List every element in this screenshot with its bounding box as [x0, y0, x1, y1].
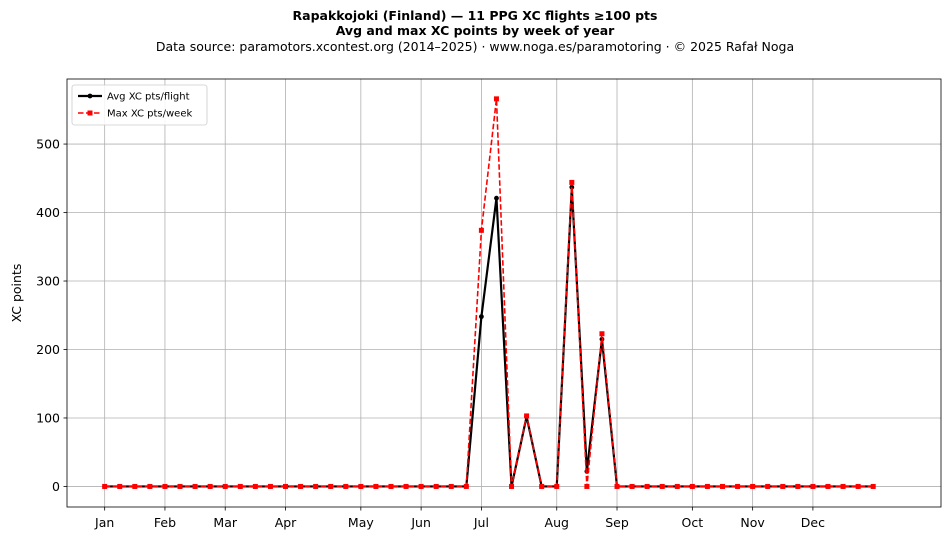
y-tick-label: 100	[36, 410, 60, 425]
data-point	[252, 483, 258, 489]
plot-frame	[66, 78, 942, 508]
data-point	[569, 179, 575, 185]
series-line	[104, 186, 874, 488]
data-point	[478, 227, 484, 233]
data-point	[494, 195, 499, 201]
data-point	[870, 483, 876, 489]
data-point	[237, 483, 243, 489]
data-point	[328, 483, 334, 489]
data-point	[102, 483, 108, 489]
chart-title-line-2: Avg and max XC points by week of year	[335, 23, 615, 38]
data-point	[614, 483, 620, 489]
data-point	[267, 483, 273, 489]
data-point	[448, 483, 454, 489]
data-point	[147, 483, 153, 489]
data-point	[795, 483, 801, 489]
data-point	[207, 483, 213, 489]
y-axis-label: XC points	[9, 264, 24, 323]
data-point	[463, 483, 469, 489]
x-tick-label: Apr	[275, 515, 297, 530]
data-point	[780, 483, 786, 489]
legend: Avg XC pts/flight Max XC pts/week	[71, 84, 208, 126]
x-tick-label: Oct	[682, 515, 704, 530]
y-tick-label: 400	[36, 205, 60, 220]
data-point	[765, 483, 771, 489]
data-point	[704, 483, 710, 489]
x-tick-label: Nov	[740, 515, 765, 530]
y-tick-label: 500	[36, 137, 60, 152]
chart-subtitle: Data source: paramotors.xcontest.org (20…	[155, 39, 795, 54]
data-point	[388, 483, 394, 489]
y-tick-label: 200	[36, 342, 60, 357]
data-point	[298, 483, 304, 489]
data-point	[599, 331, 605, 337]
data-point	[117, 483, 123, 489]
y-tick-label: 0	[52, 479, 60, 494]
legend-entry-label: Max XC pts/week	[107, 109, 192, 120]
x-tick-label: Mar	[213, 515, 237, 530]
data-point	[222, 483, 228, 489]
data-point	[358, 483, 364, 489]
axes: 0 100 200 300 400 500 Jan Feb Mar Apr May Jun Jul Aug…	[9, 78, 942, 530]
data-point	[283, 483, 288, 489]
x-tick-label: Aug	[545, 515, 569, 530]
chart-title: Rapakkojoki (Finland) — 11 PPG XC flight…	[292, 8, 658, 23]
data-point	[584, 483, 590, 489]
legend-marker	[87, 93, 93, 99]
data-point	[629, 483, 635, 489]
data-point	[433, 483, 439, 489]
series	[102, 96, 876, 489]
x-tick-label: Sep	[605, 515, 629, 530]
data-point	[659, 483, 665, 489]
x-tick-label: May	[348, 515, 374, 530]
data-point	[855, 483, 861, 489]
data-point	[825, 483, 831, 489]
x-tick-label: Jan	[94, 515, 114, 530]
data-point	[539, 483, 545, 489]
data-point	[554, 483, 560, 489]
x-tick-label: Feb	[154, 515, 176, 530]
x-tick-label: Dec	[801, 515, 825, 530]
data-point	[192, 483, 198, 489]
data-point	[689, 483, 695, 489]
series-avg	[102, 184, 876, 489]
data-point	[644, 483, 650, 489]
data-point	[313, 483, 319, 489]
data-point	[132, 483, 138, 489]
data-point	[720, 483, 725, 489]
data-point	[478, 314, 484, 320]
data-point	[674, 483, 680, 489]
legend-box	[71, 84, 208, 126]
data-point	[524, 413, 530, 419]
data-point	[493, 96, 499, 102]
series-line	[104, 98, 874, 488]
data-point	[343, 483, 349, 489]
data-point	[750, 483, 756, 489]
legend-marker	[87, 110, 93, 116]
chart-title-block: Rapakkojoki (Finland) — 11 PPG XC flight…	[0, 8, 950, 55]
data-point	[403, 483, 409, 489]
series-max	[102, 96, 876, 489]
data-point	[177, 483, 183, 489]
y-tick-label: 300	[36, 274, 60, 289]
data-point	[418, 483, 424, 489]
data-point	[735, 483, 741, 489]
data-point	[810, 483, 816, 489]
legend-entry-label: Avg XC pts/flight	[107, 92, 190, 103]
data-point	[373, 483, 379, 489]
x-tick-label: Jun	[410, 515, 431, 530]
data-point	[509, 483, 515, 489]
data-point	[840, 483, 846, 489]
x-tick-label: Jul	[473, 515, 489, 530]
data-point	[162, 483, 168, 489]
